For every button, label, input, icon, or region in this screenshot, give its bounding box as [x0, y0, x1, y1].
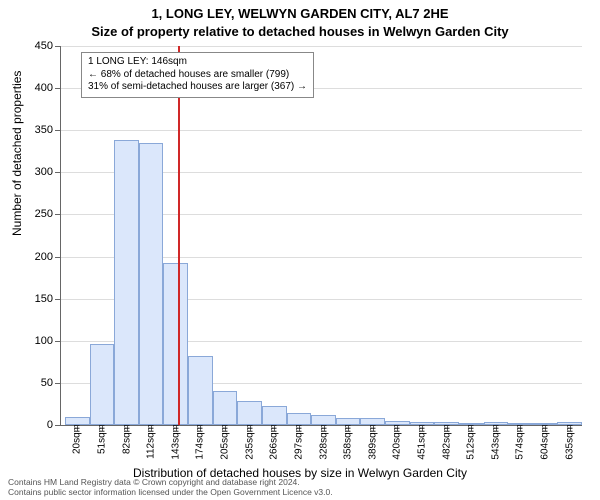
x-tick-label: 143sqm: [170, 424, 181, 460]
x-tick-label: 543sqm: [490, 424, 501, 460]
bar: [484, 422, 509, 425]
bar: [65, 417, 90, 425]
x-tick-label: 112sqm: [146, 424, 157, 459]
y-tick-label: 50: [41, 377, 61, 389]
bar: [163, 263, 188, 425]
bar: [459, 423, 484, 425]
footer-line2: Contains public sector information licen…: [8, 488, 333, 498]
x-tick-label: 604sqm: [540, 424, 551, 460]
bars-layer: [61, 46, 582, 425]
y-tick-label: 150: [35, 293, 61, 305]
x-tick-label: 482sqm: [441, 424, 452, 460]
footer: Contains HM Land Registry data © Crown c…: [8, 478, 333, 498]
y-tick-label: 450: [35, 40, 61, 52]
bar: [434, 422, 459, 425]
bar: [385, 421, 410, 425]
annotation-line2: ← 68% of detached houses are smaller (79…: [88, 69, 307, 82]
bar: [262, 406, 287, 425]
x-tick-label: 82sqm: [121, 424, 132, 454]
x-tick-label: 512sqm: [466, 424, 477, 460]
x-tick-label: 235sqm: [244, 424, 255, 460]
bar: [90, 344, 115, 425]
x-tick-label: 174sqm: [195, 424, 206, 460]
bar: [213, 391, 238, 425]
annotation-box: 1 LONG LEY: 146sqm ← 68% of detached hou…: [81, 52, 314, 98]
bar: [336, 418, 361, 425]
bar: [557, 422, 582, 425]
bar: [114, 140, 139, 425]
x-tick-label: 574sqm: [515, 424, 526, 460]
x-tick-label: 266sqm: [269, 424, 280, 460]
bar: [533, 423, 558, 425]
y-tick-label: 300: [35, 166, 61, 178]
y-tick-label: 100: [35, 335, 61, 347]
bar: [360, 418, 385, 425]
x-tick-label: 328sqm: [318, 424, 329, 460]
y-axis-label: Number of detached properties: [10, 71, 24, 236]
plot-area: 1 LONG LEY: 146sqm ← 68% of detached hou…: [60, 46, 582, 426]
bar: [287, 413, 312, 425]
x-tick-label: 51sqm: [96, 424, 107, 454]
annotation-line3: 31% of semi-detached houses are larger (…: [88, 81, 307, 94]
bar: [508, 423, 533, 425]
x-tick-label: 451sqm: [416, 424, 427, 460]
y-tick-label: 350: [35, 124, 61, 136]
y-tick-label: 250: [35, 208, 61, 220]
x-tick-label: 389sqm: [367, 424, 378, 460]
x-tick-label: 358sqm: [343, 424, 354, 460]
reference-line: [178, 46, 180, 425]
bar: [188, 356, 213, 425]
y-tick-label: 0: [47, 419, 61, 431]
bar: [237, 401, 262, 425]
bar: [311, 415, 336, 425]
x-tick-label: 205sqm: [220, 424, 231, 460]
bar: [410, 422, 435, 425]
chart-title-line2: Size of property relative to detached ho…: [0, 24, 600, 39]
y-tick-label: 400: [35, 82, 61, 94]
bar: [139, 143, 164, 425]
annotation-line1: 1 LONG LEY: 146sqm: [88, 56, 307, 69]
chart-title-line1: 1, LONG LEY, WELWYN GARDEN CITY, AL7 2HE: [0, 6, 600, 21]
x-tick-label: 635sqm: [564, 424, 575, 460]
x-tick-label: 20sqm: [72, 424, 83, 454]
x-tick-label: 297sqm: [293, 424, 304, 460]
x-tick-label: 420sqm: [392, 424, 403, 460]
chart-page: 1, LONG LEY, WELWYN GARDEN CITY, AL7 2HE…: [0, 0, 600, 500]
y-tick-label: 200: [35, 251, 61, 263]
